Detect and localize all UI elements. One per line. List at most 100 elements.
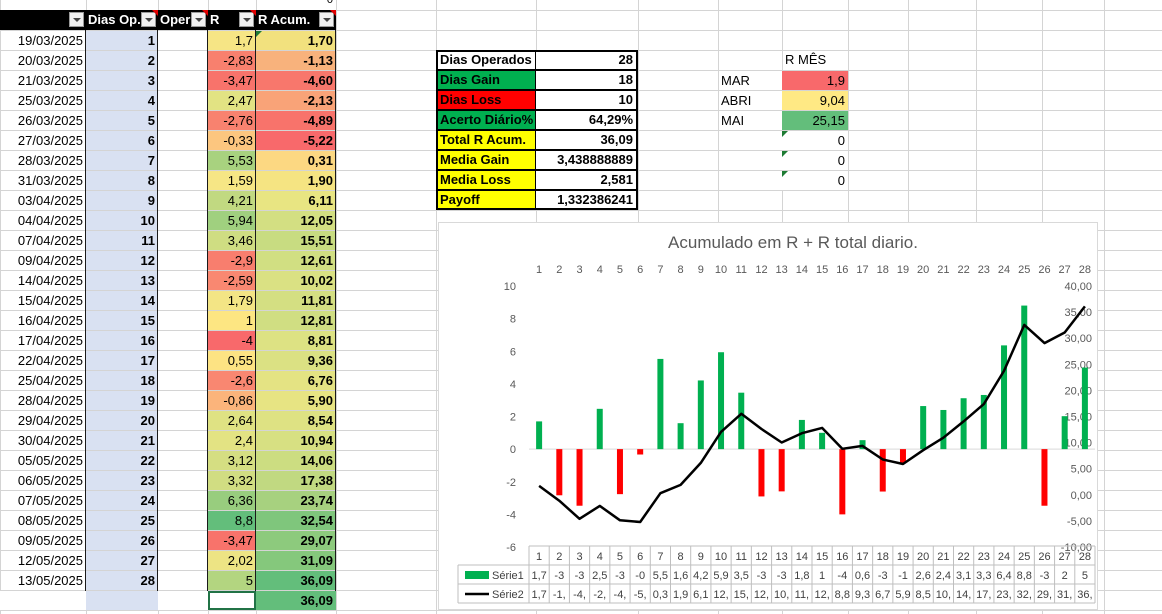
r-cell[interactable]: 5,94 [208,211,256,230]
day-number-cell[interactable]: 3 [86,71,158,90]
r-cell[interactable]: 5 [208,571,256,590]
stat-label[interactable]: Acerto Diário% [436,110,536,130]
date-cell[interactable]: 16/04/2025 [17,313,83,328]
date-cell[interactable]: 15/04/2025 [17,293,83,308]
day-number-cell[interactable]: 26 [86,531,158,550]
day-number-cell[interactable]: 10 [86,211,158,230]
r-cell[interactable]: -2,9 [208,251,256,270]
month-r-value[interactable]: 0 [782,171,848,190]
r-acum-cell[interactable]: -4,60 [256,71,336,90]
r-cell[interactable]: 2,47 [208,91,256,110]
date-cell[interactable]: 22/04/2025 [17,353,83,368]
r-cell[interactable]: 4,21 [208,191,256,210]
date-cell[interactable]: 19/03/2025 [17,33,83,48]
r-cell[interactable]: 0,55 [208,351,256,370]
month-label[interactable] [718,171,782,190]
stat-label[interactable]: Media Gain [436,150,536,170]
stat-value[interactable]: 18 [535,70,637,90]
date-cell[interactable]: 28/03/2025 [17,153,83,168]
date-cell[interactable]: 29/04/2025 [17,413,83,428]
month-label[interactable]: MAI [721,113,745,128]
r-acum-cell[interactable]: 6,76 [256,371,336,390]
oper-cell[interactable] [158,391,208,410]
r-cell[interactable]: -3,47 [208,71,256,90]
date-cell[interactable]: 25/04/2025 [17,373,83,388]
stat-label[interactable]: Media Loss [436,170,536,190]
r-acum-cell[interactable]: 1,90 [256,171,336,190]
oper-cell[interactable] [158,471,208,490]
stat-label[interactable]: Payoff [436,190,536,210]
day-number-cell[interactable]: 1 [86,31,158,50]
oper-cell[interactable] [158,91,208,110]
r-acum-cell[interactable]: 8,54 [256,411,336,430]
day-number-cell[interactable]: 2 [86,51,158,70]
r-cell[interactable]: 1,7 [208,31,256,50]
r-cell[interactable]: -4 [208,331,256,350]
r-acum-cell[interactable]: 8,81 [256,331,336,350]
r-cell[interactable]: -3,47 [208,531,256,550]
day-number-cell[interactable]: 5 [86,111,158,130]
header-dias-op[interactable]: Dias Op. [86,10,158,30]
r-acum-cell[interactable]: 1,70 [256,31,336,50]
stat-value[interactable]: 10 [535,90,637,110]
r-acum-cell[interactable]: -5,22 [256,131,336,150]
oper-cell[interactable] [158,551,208,570]
r-acum-cell[interactable]: 11,81 [256,291,336,310]
day-number-cell[interactable]: 15 [86,311,158,330]
day-number-cell[interactable]: 27 [86,551,158,570]
day-number-cell[interactable]: 24 [86,491,158,510]
selected-cell[interactable] [208,591,256,610]
day-number-cell[interactable]: 4 [86,91,158,110]
date-cell[interactable]: 07/05/2025 [17,493,83,508]
stat-label[interactable]: Total R Acum. [436,130,536,150]
date-cell[interactable]: 31/03/2025 [17,173,83,188]
stat-value[interactable]: 2,581 [535,170,637,190]
r-acum-cell[interactable]: 23,74 [256,491,336,510]
day-number-cell[interactable]: 25 [86,511,158,530]
stat-label[interactable]: Dias Loss [436,90,536,110]
r-acum-cell[interactable]: -1,13 [256,51,336,70]
stat-value[interactable]: 1,332386241 [535,190,637,210]
date-cell[interactable]: 13/05/2025 [17,573,83,588]
day-number-cell[interactable]: 20 [86,411,158,430]
oper-cell[interactable] [158,51,208,70]
date-cell[interactable]: 28/04/2025 [17,393,83,408]
monthly-header[interactable]: R MÊS [785,52,827,67]
oper-cell[interactable] [158,451,208,470]
total-oper-cell[interactable] [158,591,208,610]
month-r-value[interactable]: 9,04 [782,91,848,110]
day-number-cell[interactable]: 6 [86,131,158,150]
day-number-cell[interactable]: 13 [86,271,158,290]
day-number-cell[interactable]: 7 [86,151,158,170]
r-cell[interactable]: -2,76 [208,111,256,130]
oper-cell[interactable] [158,111,208,130]
oper-cell[interactable] [158,371,208,390]
stat-value[interactable]: 36,09 [535,130,637,150]
header-oper[interactable]: Oper [158,10,208,30]
day-number-cell[interactable]: 14 [86,291,158,310]
r-acum-cell[interactable]: -2,13 [256,91,336,110]
r-acum-cell[interactable]: 9,36 [256,351,336,370]
oper-cell[interactable] [158,411,208,430]
header-date[interactable] [0,10,86,30]
oper-cell[interactable] [158,531,208,550]
r-cell[interactable]: 1 [208,311,256,330]
oper-cell[interactable] [158,271,208,290]
r-acum-cell[interactable]: 12,61 [256,251,336,270]
oper-cell[interactable] [158,571,208,590]
day-number-cell[interactable]: 16 [86,331,158,350]
r-cell[interactable]: 2,64 [208,411,256,430]
date-cell[interactable]: 14/04/2025 [17,273,83,288]
total-day-cell[interactable] [86,591,158,610]
oper-cell[interactable] [158,351,208,370]
r-acum-cell[interactable]: 31,09 [256,551,336,570]
day-number-cell[interactable]: 21 [86,431,158,450]
oper-cell[interactable] [158,251,208,270]
stat-value[interactable]: 64,29% [535,110,637,130]
r-acum-cell[interactable]: 10,02 [256,271,336,290]
r-acum-cell[interactable]: 15,51 [256,231,336,250]
oper-cell[interactable] [158,211,208,230]
oper-cell[interactable] [158,131,208,150]
date-cell[interactable]: 06/05/2025 [17,473,83,488]
oper-cell[interactable] [158,71,208,90]
